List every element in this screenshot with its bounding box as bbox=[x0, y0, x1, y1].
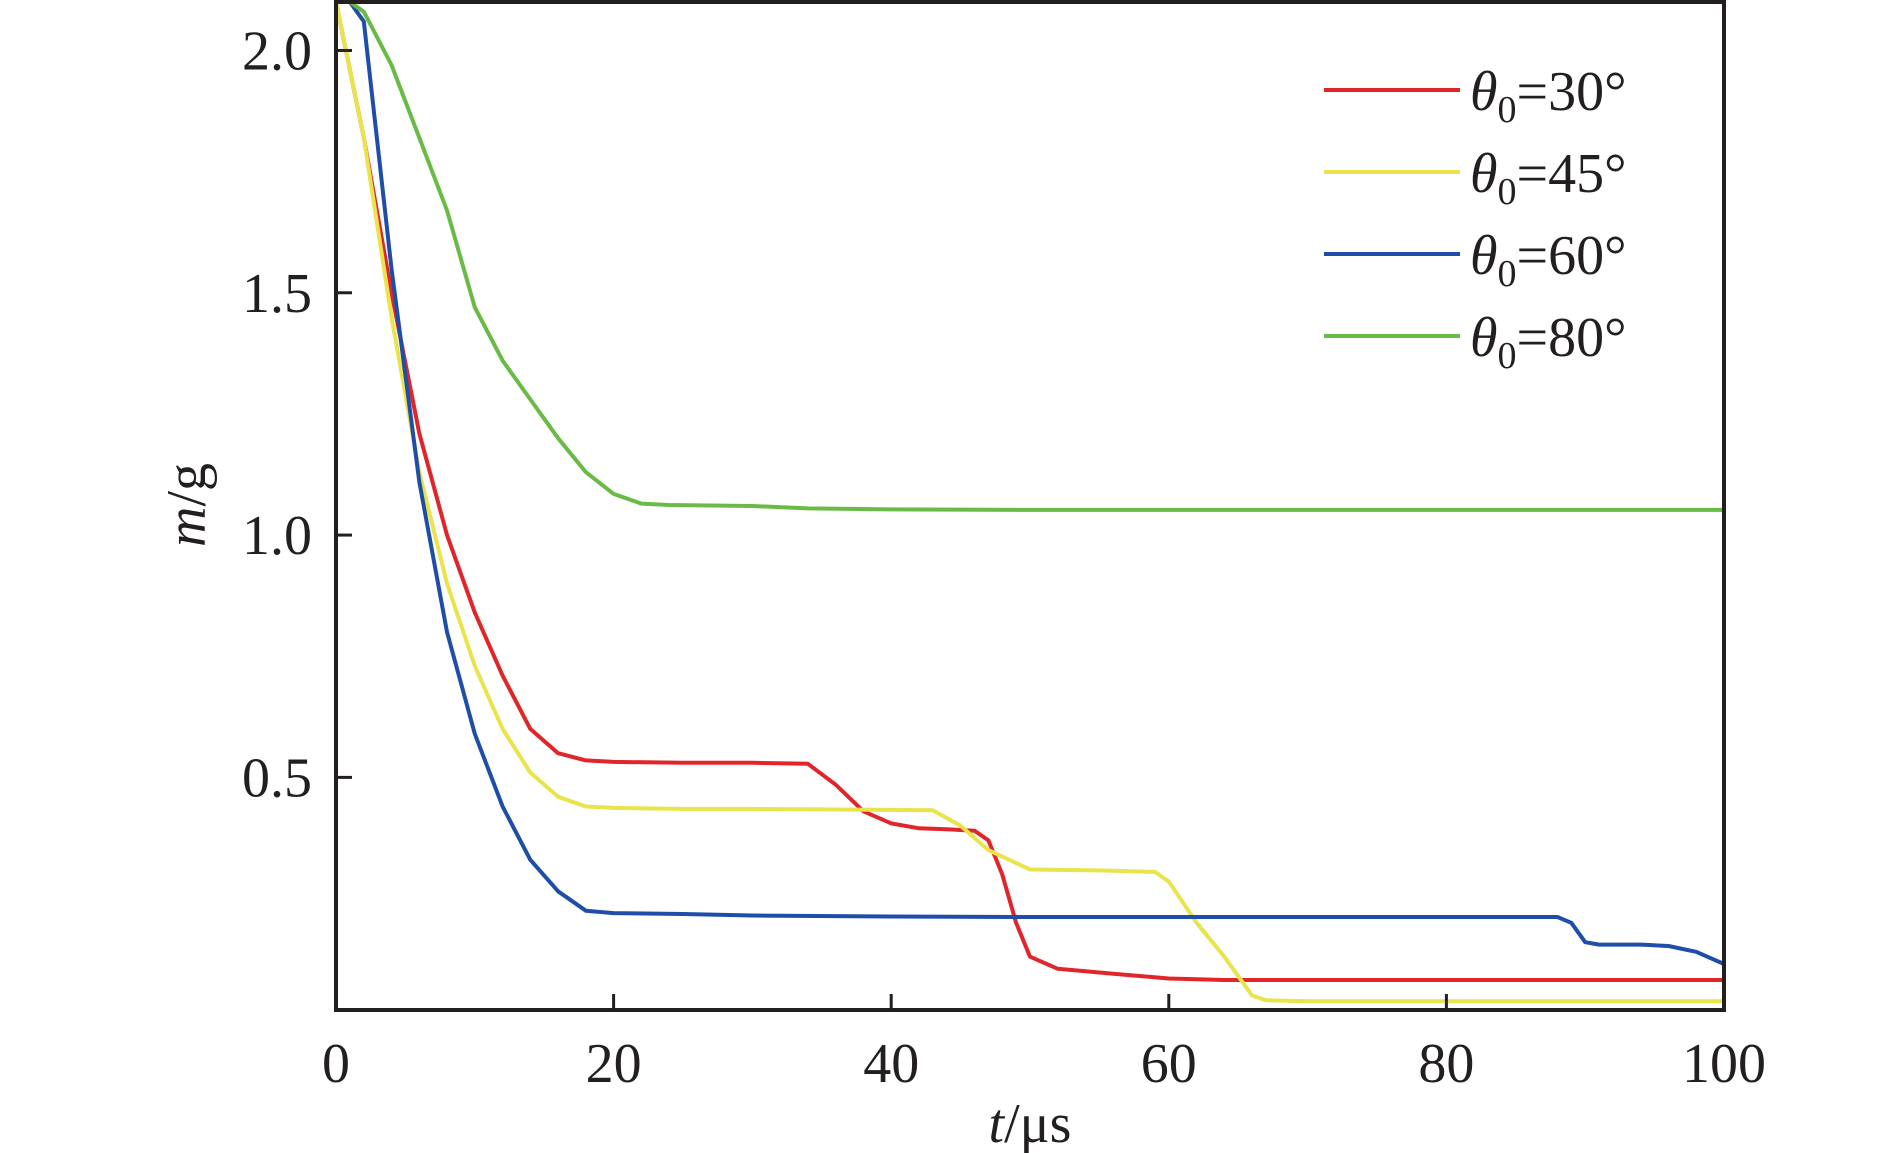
y-axis-variable: m bbox=[156, 507, 218, 547]
y-tick-label-2: 1.5 bbox=[242, 263, 312, 325]
ticks-layer: 0 20 40 60 80 100 0.5 1.0 1.5 2.0 bbox=[242, 20, 1766, 1095]
x-tick-label-4: 80 bbox=[1418, 1033, 1474, 1095]
legend-label-2: θ0=45° bbox=[1470, 143, 1627, 213]
y-tick-label-3: 2.0 bbox=[242, 20, 312, 82]
legend-label-4: θ0=80° bbox=[1470, 307, 1627, 377]
x-axis-unit: /μs bbox=[1004, 1093, 1071, 1153]
x-axis-variable: t bbox=[989, 1093, 1006, 1153]
x-tick-label-5: 100 bbox=[1682, 1033, 1766, 1095]
x-axis-label: t/μs bbox=[989, 1093, 1072, 1153]
y-axis-unit: /g bbox=[156, 463, 218, 507]
series-layer bbox=[334, 0, 1726, 1004]
legend: θ0=30° θ0=45° θ0=60° θ0=80° bbox=[1324, 61, 1627, 377]
y-tick-label-1: 1.0 bbox=[242, 505, 312, 567]
y-tick-label-0: 0.5 bbox=[242, 747, 312, 809]
series-line-1 bbox=[334, 0, 1726, 982]
series-line-3 bbox=[334, 0, 1726, 966]
x-tick-label-3: 60 bbox=[1141, 1033, 1197, 1095]
x-tick-label-0: 0 bbox=[322, 1033, 350, 1095]
legend-label-1: θ0=30° bbox=[1470, 61, 1627, 131]
series-line-4 bbox=[334, 0, 1726, 512]
series-line-2 bbox=[334, 0, 1726, 1004]
x-tick-label-1: 20 bbox=[586, 1033, 642, 1095]
y-axis-label: m/g bbox=[156, 463, 218, 547]
legend-label-3: θ0=60° bbox=[1470, 225, 1627, 295]
x-tick-label-2: 40 bbox=[863, 1033, 919, 1095]
plot-frame bbox=[334, 0, 1726, 1012]
